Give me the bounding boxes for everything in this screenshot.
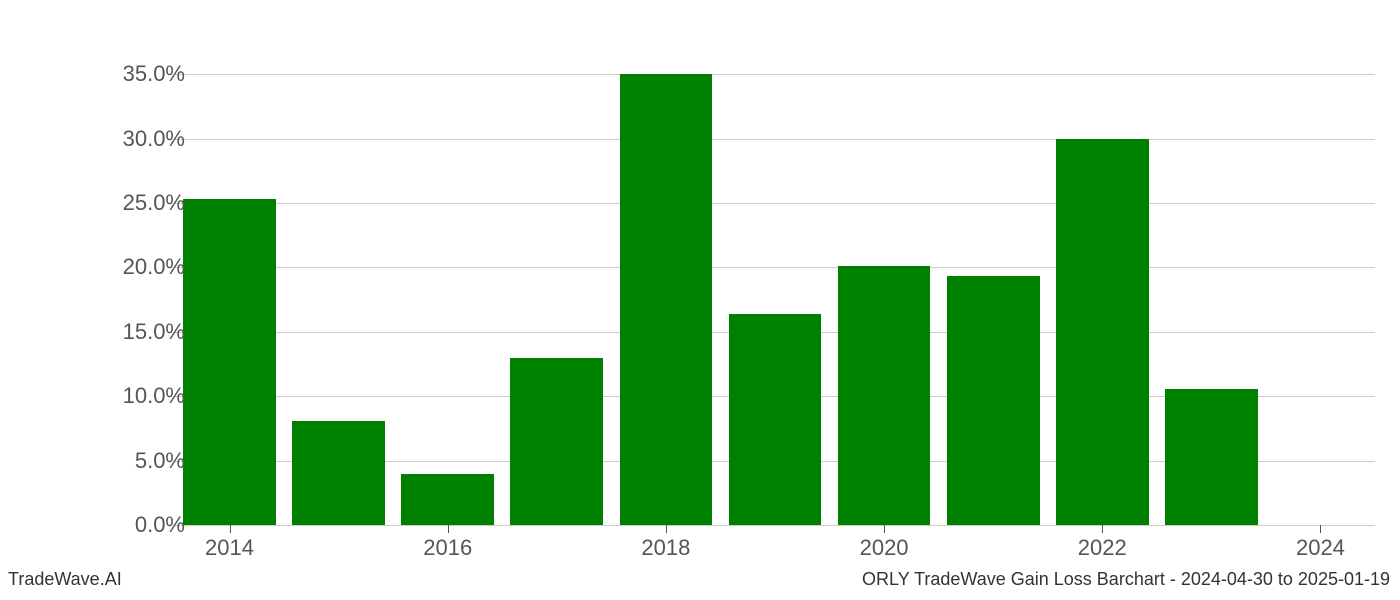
x-tick (1320, 525, 1321, 533)
bar (510, 358, 603, 525)
footer-right-text: ORLY TradeWave Gain Loss Barchart - 2024… (862, 569, 1390, 590)
x-tick-label: 2016 (423, 535, 472, 561)
bar (838, 266, 931, 525)
footer-left-text: TradeWave.AI (8, 569, 122, 590)
chart-plot-area (175, 55, 1375, 525)
y-tick-label: 0.0% (85, 512, 185, 538)
bar (729, 314, 822, 525)
x-tick (230, 525, 231, 533)
bar (947, 276, 1040, 525)
x-tick-label: 2020 (860, 535, 909, 561)
x-tick (884, 525, 885, 533)
gridline (175, 139, 1375, 140)
gridline (175, 74, 1375, 75)
x-tick-label: 2014 (205, 535, 254, 561)
y-tick-label: 5.0% (85, 448, 185, 474)
gridline (175, 525, 1375, 526)
bar (292, 421, 385, 525)
y-tick-label: 10.0% (85, 383, 185, 409)
y-tick-label: 35.0% (85, 61, 185, 87)
x-tick-label: 2022 (1078, 535, 1127, 561)
bar (183, 199, 276, 525)
bar (1056, 139, 1149, 525)
x-tick (1102, 525, 1103, 533)
gridline (175, 267, 1375, 268)
y-tick-label: 30.0% (85, 126, 185, 152)
x-tick-label: 2024 (1296, 535, 1345, 561)
bar (1165, 389, 1258, 525)
bar (401, 474, 494, 526)
bar (620, 74, 713, 525)
x-tick-label: 2018 (641, 535, 690, 561)
gridline (175, 203, 1375, 204)
y-tick-label: 20.0% (85, 254, 185, 280)
x-tick (666, 525, 667, 533)
x-tick (448, 525, 449, 533)
y-tick-label: 15.0% (85, 319, 185, 345)
y-tick-label: 25.0% (85, 190, 185, 216)
